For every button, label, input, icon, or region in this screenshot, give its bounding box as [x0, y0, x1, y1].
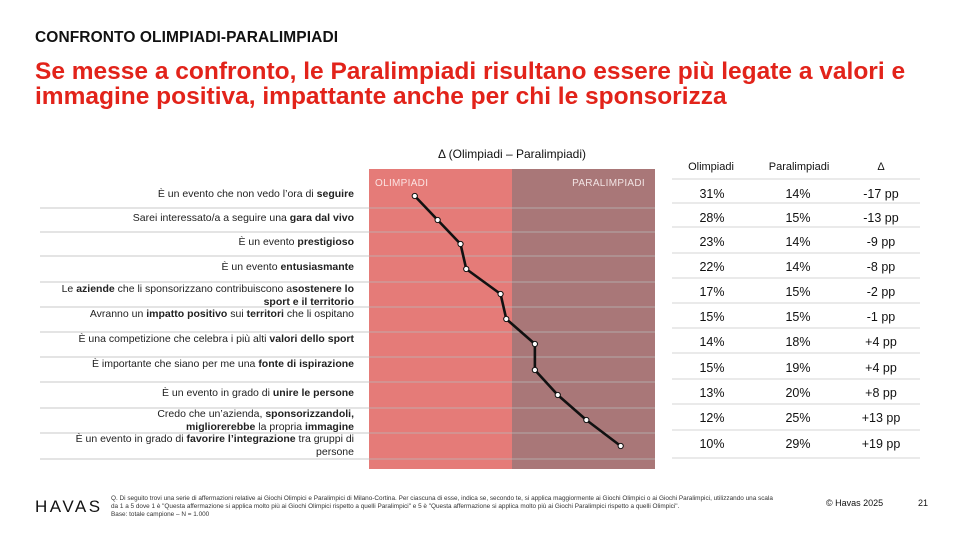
label-text-part: Le [61, 283, 77, 295]
paralimpiadi-value: 25% [785, 411, 811, 425]
delta-value: -8 pp [866, 260, 896, 274]
delta-value: -2 pp [866, 285, 896, 299]
statement-label: È un evento in grado di favorire l’integ… [44, 433, 354, 458]
olimpiadi-value: 17% [699, 285, 725, 299]
paralimpiadi-value: 14% [785, 260, 811, 274]
delta-value: -17 pp [863, 187, 899, 201]
label-text-part: sui [227, 308, 247, 320]
paralimpiadi-value: 15% [785, 285, 811, 299]
olimpiadi-value: 13% [699, 386, 725, 400]
paralimpiadi-value: 18% [785, 335, 811, 349]
page-number: 21 [918, 498, 929, 508]
delta-value: -9 pp [866, 235, 896, 249]
sample-base: Base: totale campione – N = 1.000 [111, 511, 210, 518]
paralimpiadi-zone: PARALIMPIADI [512, 169, 655, 469]
delta-value: -13 pp [863, 211, 899, 225]
statement-label: Le aziende che li sponsorizzano contribu… [44, 283, 354, 308]
delta-value: +8 pp [865, 386, 897, 400]
label-text-part: Sarei interessato/a a seguire una [132, 212, 290, 224]
label-text-part: Avranno un [89, 308, 147, 320]
delta-value: -1 pp [866, 310, 896, 324]
paralimpiadi-value: 15% [785, 211, 811, 225]
label-text-part: tra gruppi di persone [295, 433, 354, 458]
statement-label: È un evento che non vedo l’ora di seguir… [44, 188, 354, 201]
copyright: © Havas 2025 [826, 498, 884, 508]
olimpiadi-zone-label: OLIMPIADI [375, 178, 429, 189]
statement-label: È un evento entusiasmante [44, 261, 355, 274]
olimpiadi-zone: OLIMPIADI [369, 169, 512, 469]
statement-label: È un evento prestigioso [44, 236, 354, 249]
question-text: Q. Di seguito trovi una serie di afferma… [111, 495, 773, 510]
paralimpiadi-value: 19% [785, 361, 811, 375]
label-text-part: che li sponsorizzano contribuiscono a [114, 283, 293, 295]
label-bold-part: unire le persone [272, 387, 354, 399]
statement-label: Credo che un’azienda, sponsorizzandoli, m… [44, 408, 354, 433]
label-text-part: che li ospitano [283, 308, 354, 320]
label-text-part: È una competizione che celebra i più alt… [78, 333, 270, 345]
col-header-paralimpiadi: Paralimpiadi [768, 161, 830, 173]
label-bold-part: migliorerebbe [185, 420, 256, 433]
delta-value: +13 pp [861, 411, 901, 425]
olimpiadi-value: 10% [699, 437, 725, 451]
olimpiadi-value: 22% [699, 260, 725, 274]
col-header-olimpiadi: Olimpiadi [688, 161, 734, 173]
paralimpiadi-value: 20% [785, 386, 811, 400]
statement-label: È un evento in grado di unire le persone [44, 387, 354, 400]
delta-chart-panel: OLIMPIADI PARALIMPIADI [369, 169, 655, 469]
label-text-part: la propria [255, 420, 305, 433]
olimpiadi-value: 15% [699, 361, 725, 375]
label-bold-part: impatto positivo [146, 308, 228, 320]
label-text-part: È un evento in grado di [161, 387, 273, 399]
label-bold-part: valori dello sport [269, 333, 354, 345]
olimpiadi-value: 23% [699, 235, 725, 249]
label-bold-part: fonte di ispirazione [258, 358, 354, 370]
label-text-part: Credo che un’azienda, [157, 408, 266, 420]
olimpiadi-value: 14% [699, 335, 725, 349]
section-kicker: CONFRONTO OLIMPIADI-PARALIMPIADI [35, 29, 339, 46]
paralimpiadi-zone-label: PARALIMPIADI [572, 178, 645, 189]
label-text-part: È un evento [221, 261, 281, 273]
delta-value: +4 pp [865, 335, 897, 349]
paralimpiadi-value: 14% [785, 235, 811, 249]
olimpiadi-value: 15% [699, 310, 725, 324]
delta-value: +19 pp [861, 437, 901, 451]
label-bold-part: favorire l’integrazione [186, 433, 296, 445]
label-text-part: È importante che siano per me una [91, 358, 259, 370]
label-text-part: È un evento in grado di [75, 433, 187, 445]
statement-label: Avranno un impatto positivo sui territor… [44, 308, 354, 321]
chart-title: Δ (Olimpiadi – Paralimpiadi) [437, 147, 587, 161]
havas-logo: HAVAS [35, 497, 103, 516]
label-bold-part: seguire [316, 188, 354, 200]
olimpiadi-value: 12% [699, 411, 725, 425]
label-bold-part: sponsorizzandoli, [265, 408, 354, 420]
label-bold-part: aziende [76, 283, 115, 295]
paralimpiadi-value: 29% [785, 437, 811, 451]
statement-label: È importante che siano per me una fonte … [44, 358, 354, 371]
delta-value: +4 pp [865, 361, 897, 375]
label-bold-part: sostenere lo sport e il territorio [263, 283, 354, 308]
label-bold-part: gara dal vivo [289, 212, 354, 224]
statement-label: Sarei interessato/a a seguire una gara d… [44, 212, 354, 225]
page-headline: Se messe a confronto, le Paralimpiadi ri… [35, 58, 906, 110]
olimpiadi-value: 31% [699, 187, 725, 201]
label-bold-part: immagine [304, 420, 354, 433]
label-text-part: È un evento [238, 236, 298, 248]
label-bold-part: prestigioso [297, 236, 354, 248]
label-bold-part: territori [246, 308, 284, 320]
paralimpiadi-value: 14% [785, 187, 811, 201]
paralimpiadi-value: 15% [785, 310, 811, 324]
survey-footnote: Q. Di seguito trovi una serie di afferma… [111, 495, 781, 519]
olimpiadi-value: 28% [699, 211, 725, 225]
label-bold-part: entusiasmante [280, 261, 354, 273]
col-header-delta: Δ [877, 161, 885, 173]
label-text-part: È un evento che non vedo l’ora di [157, 188, 317, 200]
statement-label: È una competizione che celebra i più alt… [44, 333, 354, 346]
